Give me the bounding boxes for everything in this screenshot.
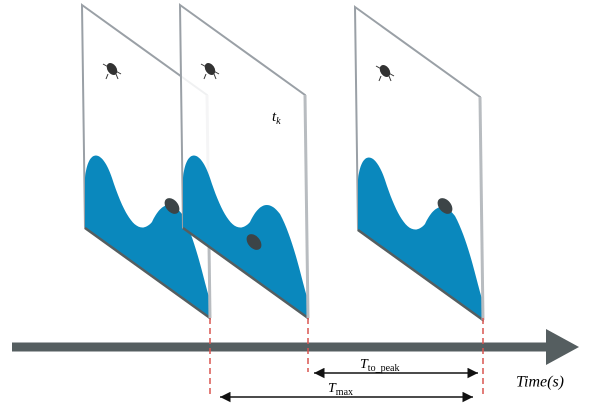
max-label: Tmax <box>328 381 353 398</box>
to-peak-label: Tto_peak <box>360 357 399 374</box>
time-axis-label: Time(s) <box>516 374 564 391</box>
time-axis-head <box>546 329 579 365</box>
markers <box>209 318 484 398</box>
frame-1 <box>80 3 212 320</box>
frame-time-label: tk <box>272 109 281 127</box>
object <box>246 234 262 250</box>
frame-3 <box>353 5 485 322</box>
